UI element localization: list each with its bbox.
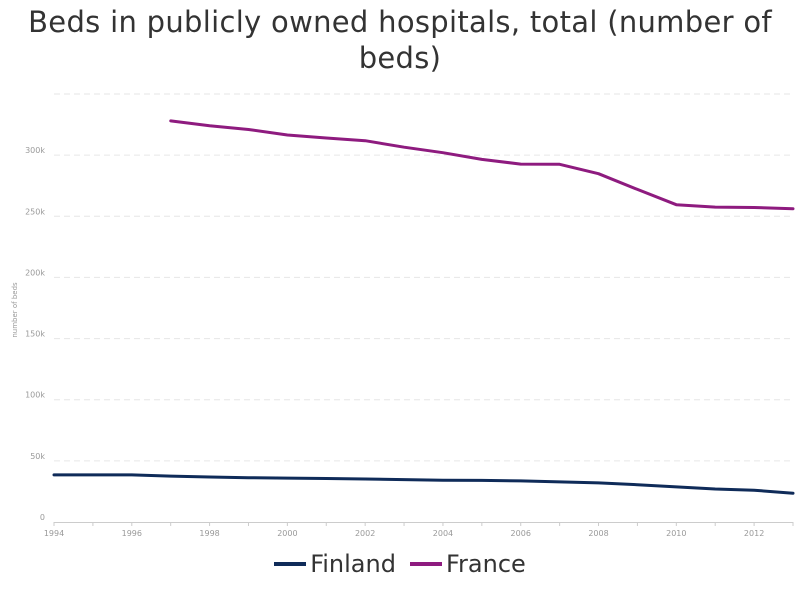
x-tick-label: 1994: [44, 529, 64, 538]
y-tick-label: 200k: [25, 268, 45, 277]
chart-title-line-2: beds): [358, 41, 442, 75]
y-axis-label: number of beds: [11, 282, 19, 338]
legend-swatch-france: [409, 562, 442, 566]
y-tick-label: 150k: [25, 330, 45, 339]
x-tick-label: 2004: [433, 529, 453, 538]
y-axis-ticks: 0 50k 100k 150k 200k 250k 300k: [25, 146, 45, 522]
x-axis: 1994 1996 1998 2000 2002 2004 2006 2008 2010 2012: [44, 522, 794, 538]
chart-title-line-1: Beds in publicly owned hospitals, total …: [28, 5, 772, 39]
series-lines: [52, 119, 795, 495]
legend-label-france: France: [445, 550, 526, 578]
series-line-france: [169, 119, 795, 211]
legend-item-france[interactable]: France: [409, 550, 526, 578]
x-tick-label: 2006: [511, 529, 531, 538]
legend-label-finland: Finland: [310, 550, 396, 578]
y-tick-label: 250k: [25, 207, 45, 216]
x-tick-label: 2002: [355, 529, 375, 538]
legend-swatch-finland: [274, 562, 307, 566]
chart-title: Beds in publicly owned hospitals, total …: [0, 4, 800, 76]
x-tick-label: 2008: [588, 529, 608, 538]
x-tick-label: 2000: [277, 529, 297, 538]
x-tick-label: 1998: [199, 529, 219, 538]
y-tick-label: 50k: [30, 452, 45, 461]
y-tick-label: 0: [40, 513, 45, 522]
series-line-finland: [52, 473, 795, 495]
x-tick-label: 2012: [744, 529, 764, 538]
y-tick-label: 100k: [25, 391, 45, 400]
x-tick-label: 1996: [122, 529, 142, 538]
x-tick-label: 2010: [666, 529, 686, 538]
legend-item-finland[interactable]: Finland: [274, 550, 396, 578]
y-tick-label: 300k: [25, 146, 45, 155]
legend: Finland France: [0, 550, 800, 578]
gridlines: [54, 93, 793, 462]
